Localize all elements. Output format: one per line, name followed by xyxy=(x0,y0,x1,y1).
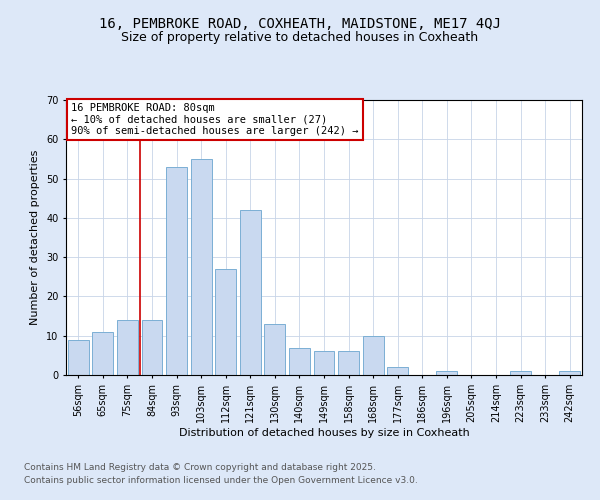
Bar xyxy=(142,320,163,375)
Bar xyxy=(510,371,531,375)
Bar xyxy=(559,371,580,375)
Bar xyxy=(191,159,212,375)
Bar xyxy=(436,371,457,375)
Text: 16 PEMBROKE ROAD: 80sqm
← 10% of detached houses are smaller (27)
90% of semi-de: 16 PEMBROKE ROAD: 80sqm ← 10% of detache… xyxy=(71,103,359,136)
Bar xyxy=(362,336,383,375)
Bar xyxy=(338,352,359,375)
Bar xyxy=(314,352,334,375)
Bar xyxy=(117,320,138,375)
X-axis label: Distribution of detached houses by size in Coxheath: Distribution of detached houses by size … xyxy=(179,428,469,438)
Bar xyxy=(215,269,236,375)
Text: 16, PEMBROKE ROAD, COXHEATH, MAIDSTONE, ME17 4QJ: 16, PEMBROKE ROAD, COXHEATH, MAIDSTONE, … xyxy=(99,18,501,32)
Y-axis label: Number of detached properties: Number of detached properties xyxy=(31,150,40,325)
Bar xyxy=(92,332,113,375)
Bar xyxy=(289,348,310,375)
Bar xyxy=(166,167,187,375)
Bar xyxy=(240,210,261,375)
Bar xyxy=(265,324,286,375)
Bar xyxy=(68,340,89,375)
Text: Size of property relative to detached houses in Coxheath: Size of property relative to detached ho… xyxy=(121,31,479,44)
Text: Contains public sector information licensed under the Open Government Licence v3: Contains public sector information licen… xyxy=(24,476,418,485)
Text: Contains HM Land Registry data © Crown copyright and database right 2025.: Contains HM Land Registry data © Crown c… xyxy=(24,462,376,471)
Bar xyxy=(387,367,408,375)
